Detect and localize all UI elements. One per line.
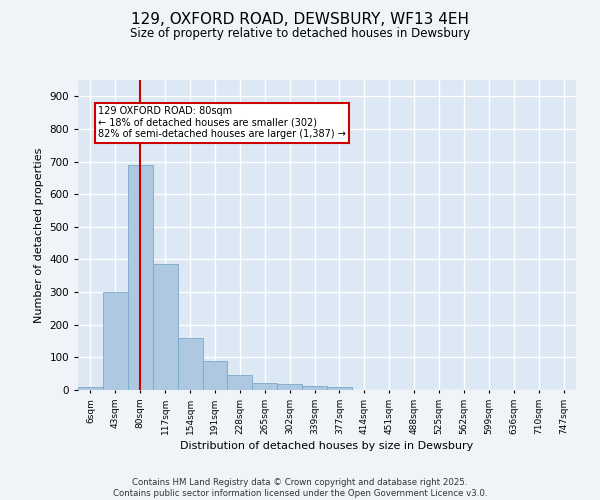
Bar [153,264,178,390]
Bar [277,384,302,390]
Text: 129, OXFORD ROAD, DEWSBURY, WF13 4EH: 129, OXFORD ROAD, DEWSBURY, WF13 4EH [131,12,469,28]
X-axis label: Distribution of detached houses by size in Dewsbury: Distribution of detached houses by size … [181,441,473,451]
Text: Size of property relative to detached houses in Dewsbury: Size of property relative to detached ho… [130,28,470,40]
Bar [203,360,227,390]
Bar [302,386,327,390]
Bar [78,386,103,390]
Text: Contains HM Land Registry data © Crown copyright and database right 2025.
Contai: Contains HM Land Registry data © Crown c… [113,478,487,498]
Bar [128,165,153,390]
Text: 129 OXFORD ROAD: 80sqm
← 18% of detached houses are smaller (302)
82% of semi-de: 129 OXFORD ROAD: 80sqm ← 18% of detached… [98,106,346,140]
Bar [253,384,277,390]
Y-axis label: Number of detached properties: Number of detached properties [34,148,44,322]
Bar [227,376,253,390]
Bar [327,388,352,390]
Bar [178,338,203,390]
Bar [103,292,128,390]
